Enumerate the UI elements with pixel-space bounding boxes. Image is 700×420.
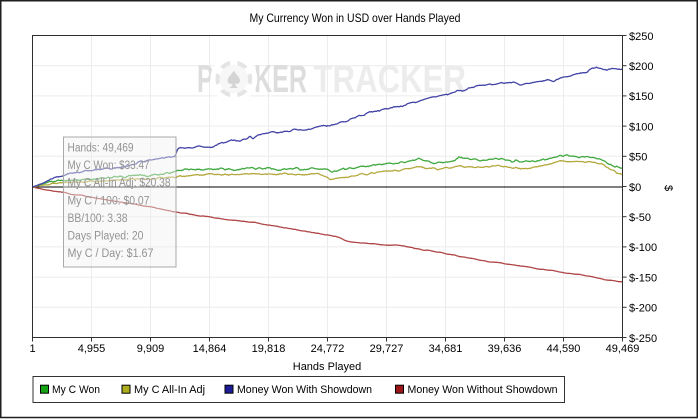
svg-text:14,864: 14,864 <box>193 343 227 355</box>
svg-text:19,818: 19,818 <box>252 343 286 355</box>
svg-text:4,955: 4,955 <box>78 343 106 355</box>
svg-text:My C All-In Adj: My C All-In Adj <box>134 384 205 396</box>
svg-text:My C / Day: $1.67: My C / Day: $1.67 <box>68 248 154 260</box>
svg-text:$250: $250 <box>629 31 653 43</box>
svg-text:1: 1 <box>29 343 35 355</box>
svg-text:Money Won Without Showdown: Money Won Without Showdown <box>408 384 558 396</box>
svg-text:$-200: $-200 <box>629 303 657 315</box>
svg-text:$200: $200 <box>629 61 653 73</box>
svg-text:44,590: 44,590 <box>547 343 581 355</box>
svg-text:$150: $150 <box>629 91 653 103</box>
svg-text:Hands: 49,469: Hands: 49,469 <box>68 143 134 155</box>
svg-text:9,909: 9,909 <box>137 343 165 355</box>
svg-text:49,469: 49,469 <box>606 343 640 355</box>
svg-text:My C All-In Adj: $20.38: My C All-In Adj: $20.38 <box>68 178 171 190</box>
svg-text:$-150: $-150 <box>629 272 657 284</box>
svg-text:BB/100: 3.38: BB/100: 3.38 <box>68 213 128 225</box>
svg-text:Hands Played: Hands Played <box>293 361 362 373</box>
svg-text:$100: $100 <box>629 121 653 133</box>
svg-text:34,681: 34,681 <box>429 343 463 355</box>
svg-text:P: P <box>197 58 214 101</box>
svg-text:$0: $0 <box>629 182 641 194</box>
svg-text:My C Won: $33.47: My C Won: $33.47 <box>68 160 150 172</box>
svg-text:My C Won: My C Won <box>52 384 100 396</box>
svg-text:$-100: $-100 <box>629 242 657 254</box>
svg-text:24,772: 24,772 <box>311 343 345 355</box>
svg-text:Days Played: 20: Days Played: 20 <box>68 231 144 243</box>
svg-text:39,636: 39,636 <box>488 343 522 355</box>
svg-text:29,727: 29,727 <box>370 343 404 355</box>
svg-text:$: $ <box>662 185 674 191</box>
svg-text:KER: KER <box>254 58 307 101</box>
svg-text:My Currency Won in USD over Ha: My Currency Won in USD over Hands Played <box>250 11 461 25</box>
svg-text:$-50: $-50 <box>629 212 651 224</box>
svg-text:My C / 100: $0.07: My C / 100: $0.07 <box>68 195 150 207</box>
svg-text:Money Won With Showdown: Money Won With Showdown <box>237 384 372 396</box>
svg-text:TRACKER: TRACKER <box>314 58 467 101</box>
svg-text:$-250: $-250 <box>629 333 657 345</box>
svg-text:$50: $50 <box>629 152 647 164</box>
